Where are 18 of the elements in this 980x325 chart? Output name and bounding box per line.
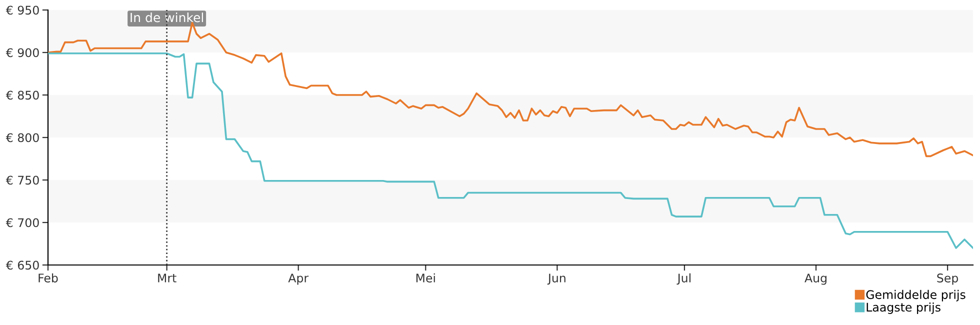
y-tick-label: € 800 — [6, 133, 39, 142]
x-tick-label: Apr — [288, 274, 309, 285]
y-tick-label: € 900 — [6, 48, 39, 58]
legend-label: Laagste prijs — [866, 302, 940, 314]
x-tick-label: Mrt — [158, 274, 176, 282]
y-tick-label: € 650 — [6, 260, 39, 270]
y-tick-label: € 750 — [6, 176, 39, 185]
x-tick-label: Sep — [937, 274, 958, 285]
x-tick-label: Feb — [38, 273, 58, 282]
x-tick-label: Jun — [547, 274, 566, 285]
y-tick-label: € 850 — [6, 90, 39, 100]
y-tick-label: € 950 — [6, 6, 39, 15]
x-tick-label: Mei — [416, 273, 435, 282]
ref-line-label: In de winkel — [130, 12, 204, 22]
x-tick-label: Aug — [804, 274, 826, 285]
legend-label: Gemiddelde prijs — [866, 290, 966, 302]
x-tick-label: Jul — [676, 273, 690, 285]
y-tick-label: € 700 — [6, 218, 39, 228]
